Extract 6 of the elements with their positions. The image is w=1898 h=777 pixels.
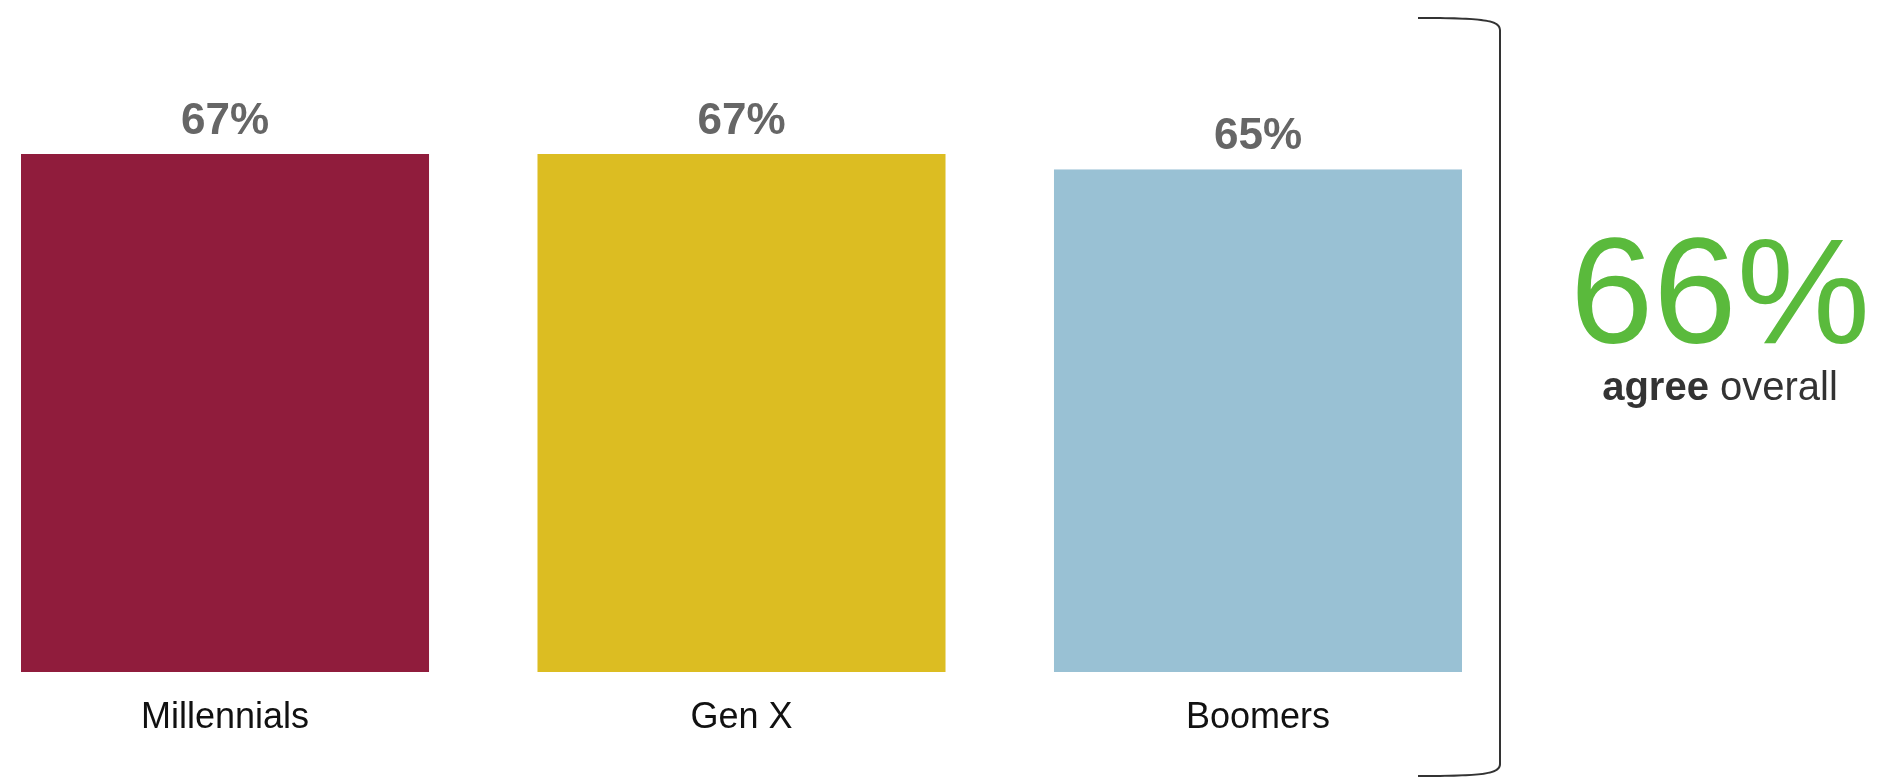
x-tick-label: Gen X (690, 695, 793, 736)
data-label: 65% (1213, 109, 1303, 159)
x-tick-label: Boomers (1185, 695, 1331, 736)
data-label: 67% (697, 94, 786, 143)
data-label: 67% (180, 94, 270, 143)
x-tick-label: Millennials (140, 695, 310, 736)
